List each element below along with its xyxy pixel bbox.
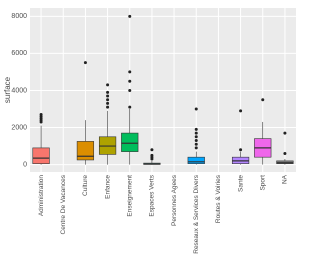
outlier	[239, 109, 243, 113]
x-tick-label: Centre De Vacances	[60, 174, 67, 234]
outlier	[194, 142, 198, 146]
outlier	[194, 146, 198, 150]
outlier	[194, 127, 198, 131]
x-tick-label: Routes & Voiries	[215, 174, 222, 223]
x-tick-label: Reseaux & Services Divers	[193, 174, 200, 253]
outlier	[150, 153, 154, 157]
x-tick-label: Enseignement	[126, 175, 133, 217]
outlier	[283, 151, 287, 155]
outlier	[128, 105, 132, 109]
x-tick-label: Sport	[259, 175, 266, 191]
outlier	[128, 70, 132, 74]
x-tick-label: Administration	[38, 175, 45, 217]
x-tick-label: Enfance	[104, 175, 111, 199]
outlier	[106, 83, 110, 87]
x-tick-label: Culture	[82, 175, 89, 196]
outlier	[194, 135, 198, 139]
outlier	[106, 94, 110, 98]
y-tick-label: 4000	[11, 87, 27, 94]
outlier	[83, 61, 87, 65]
box	[187, 156, 205, 164]
box	[76, 141, 95, 161]
outlier	[39, 113, 43, 117]
outlier	[106, 98, 110, 102]
y-tick-label: 0	[23, 161, 27, 168]
outlier	[128, 88, 132, 92]
outlier	[106, 101, 110, 105]
box	[121, 132, 139, 152]
chart: surface 0 2000 4000 6000 8000 Administration C…	[3, 8, 296, 254]
outlier	[106, 90, 110, 94]
y-tick-label: 8000	[11, 13, 27, 20]
outlier	[106, 105, 110, 109]
box	[32, 147, 50, 164]
y-tick-label: 2000	[11, 124, 27, 131]
x-tick-label: NA	[282, 174, 289, 184]
outlier	[128, 79, 132, 83]
outlier	[283, 131, 287, 135]
y-axis-title: surface	[3, 76, 12, 103]
outlier	[150, 148, 154, 152]
x-tick-label: Sante	[237, 175, 244, 192]
outlier	[194, 131, 198, 135]
x-tick-label: Personnes Agees	[171, 174, 178, 226]
outlier	[261, 98, 265, 102]
outlier	[194, 138, 198, 142]
outlier	[128, 14, 132, 18]
outlier	[194, 107, 198, 111]
outlier	[239, 148, 243, 152]
x-tick-label: Espaces Verts	[149, 174, 156, 216]
y-tick-label: 6000	[11, 50, 27, 57]
